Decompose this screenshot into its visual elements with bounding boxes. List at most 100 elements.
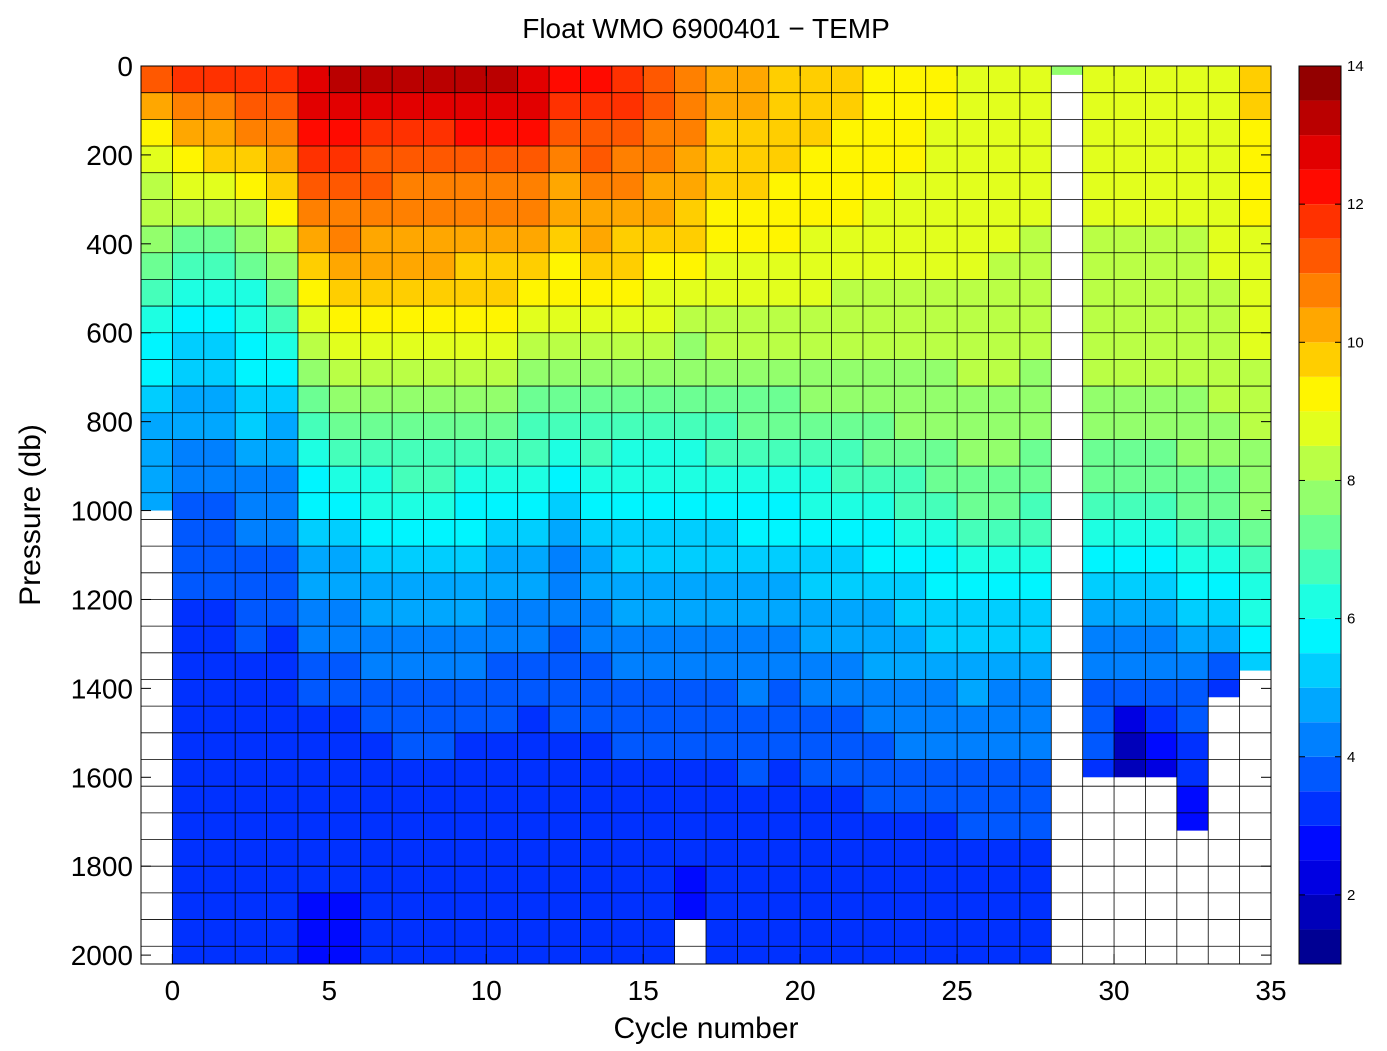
heatmap-cell bbox=[957, 226, 989, 253]
heatmap-cell bbox=[737, 519, 769, 547]
heatmap-cell bbox=[800, 439, 832, 467]
heatmap-cell bbox=[737, 199, 769, 227]
heatmap-cell bbox=[831, 572, 863, 600]
heatmap-cell bbox=[297, 839, 330, 867]
heatmap-cell bbox=[706, 599, 738, 627]
heatmap-cell bbox=[172, 546, 204, 573]
heatmap-cell bbox=[925, 946, 958, 964]
heatmap-cell bbox=[392, 706, 424, 733]
heatmap-cell bbox=[862, 439, 895, 467]
heatmap-cell bbox=[203, 492, 236, 520]
heatmap-cell bbox=[392, 626, 424, 653]
heatmap-cell bbox=[988, 679, 1020, 707]
heatmap-cell bbox=[141, 466, 173, 493]
heatmap-cell bbox=[611, 92, 644, 120]
heatmap-cell bbox=[862, 172, 895, 200]
heatmap-cell bbox=[1208, 146, 1240, 173]
heatmap-cell bbox=[800, 306, 832, 333]
heatmap-cell bbox=[1145, 306, 1177, 333]
heatmap-cell bbox=[549, 359, 581, 387]
colorbar-swatch bbox=[1299, 100, 1341, 136]
heatmap-cell bbox=[1114, 492, 1146, 520]
heatmap-cell bbox=[580, 626, 612, 653]
heatmap-cell bbox=[580, 652, 612, 680]
heatmap-cell bbox=[392, 679, 424, 707]
heatmap-cell bbox=[894, 199, 926, 227]
heatmap-cell bbox=[611, 146, 644, 173]
heatmap-cell bbox=[768, 199, 801, 227]
y-tick-label: 2000 bbox=[71, 940, 133, 971]
heatmap-cell bbox=[831, 652, 863, 680]
heatmap-cell bbox=[266, 439, 298, 467]
heatmap-cell bbox=[862, 732, 895, 760]
heatmap-cell bbox=[297, 306, 330, 333]
heatmap-cell bbox=[235, 572, 267, 600]
heatmap-cell bbox=[141, 66, 173, 93]
heatmap-cell bbox=[580, 519, 612, 547]
heatmap-cell bbox=[611, 786, 644, 813]
heatmap-cell bbox=[549, 492, 581, 520]
heatmap-cell bbox=[486, 279, 518, 307]
heatmap-cell bbox=[925, 439, 958, 467]
heatmap-cell bbox=[611, 119, 644, 147]
y-tick-label: 200 bbox=[86, 140, 133, 171]
heatmap-cell bbox=[1239, 492, 1271, 520]
heatmap-cell bbox=[988, 359, 1020, 387]
heatmap-cell bbox=[517, 172, 550, 200]
heatmap-cell bbox=[674, 679, 706, 707]
heatmap-cell bbox=[611, 412, 644, 440]
heatmap-cell bbox=[266, 199, 298, 227]
heatmap-cell bbox=[706, 946, 738, 964]
y-tick-label: 1400 bbox=[71, 673, 133, 704]
heatmap-cell bbox=[1082, 732, 1115, 760]
heatmap-cell bbox=[674, 759, 706, 787]
heatmap-cell bbox=[925, 146, 958, 173]
heatmap-cell bbox=[549, 386, 581, 413]
heatmap-cell bbox=[643, 866, 675, 893]
heatmap-cell bbox=[1114, 146, 1146, 173]
heatmap-cell bbox=[486, 119, 518, 147]
heatmap-cell bbox=[1208, 226, 1240, 253]
heatmap-cell bbox=[1239, 359, 1271, 387]
heatmap-cell bbox=[957, 732, 989, 760]
heatmap-cell bbox=[1239, 572, 1271, 600]
heatmap-cell bbox=[297, 732, 330, 760]
heatmap-cell bbox=[454, 332, 487, 360]
heatmap-cell bbox=[925, 892, 958, 920]
heatmap-cell bbox=[768, 306, 801, 333]
heatmap-cell bbox=[1239, 279, 1271, 307]
heatmap-cell bbox=[203, 679, 236, 707]
heatmap-cell bbox=[235, 732, 267, 760]
heatmap-cell bbox=[297, 386, 330, 413]
y-tick-label: 1800 bbox=[71, 851, 133, 882]
heatmap-cell bbox=[172, 119, 204, 147]
heatmap-cell bbox=[549, 946, 581, 964]
heatmap-cell bbox=[706, 732, 738, 760]
heatmap-cell bbox=[737, 386, 769, 413]
heatmap-cell bbox=[203, 706, 236, 733]
heatmap-cell bbox=[329, 812, 361, 840]
heatmap-cell bbox=[1208, 306, 1240, 333]
heatmap-cell bbox=[1145, 599, 1177, 627]
heatmap-cell bbox=[172, 226, 204, 253]
heatmap-cell bbox=[203, 119, 236, 147]
heatmap-cell bbox=[454, 412, 487, 440]
heatmap-cell bbox=[894, 679, 926, 707]
heatmap-cell bbox=[1051, 66, 1083, 75]
heatmap-cell bbox=[329, 919, 361, 947]
heatmap-cell bbox=[925, 866, 958, 893]
heatmap-cell bbox=[1239, 172, 1271, 200]
heatmap-cell bbox=[674, 519, 706, 547]
y-tick-label: 1000 bbox=[71, 496, 133, 527]
heatmap-cell bbox=[580, 892, 612, 920]
heatmap-cell bbox=[297, 492, 330, 520]
heatmap-cell bbox=[549, 839, 581, 867]
heatmap-cell bbox=[1176, 199, 1209, 227]
heatmap-cell bbox=[423, 679, 455, 707]
heatmap-cell bbox=[172, 572, 204, 600]
heatmap-cell bbox=[266, 652, 298, 680]
heatmap-cell bbox=[957, 919, 989, 947]
heatmap-cell bbox=[831, 439, 863, 467]
heatmap-cell bbox=[1019, 66, 1052, 93]
heatmap-cell bbox=[894, 226, 926, 253]
